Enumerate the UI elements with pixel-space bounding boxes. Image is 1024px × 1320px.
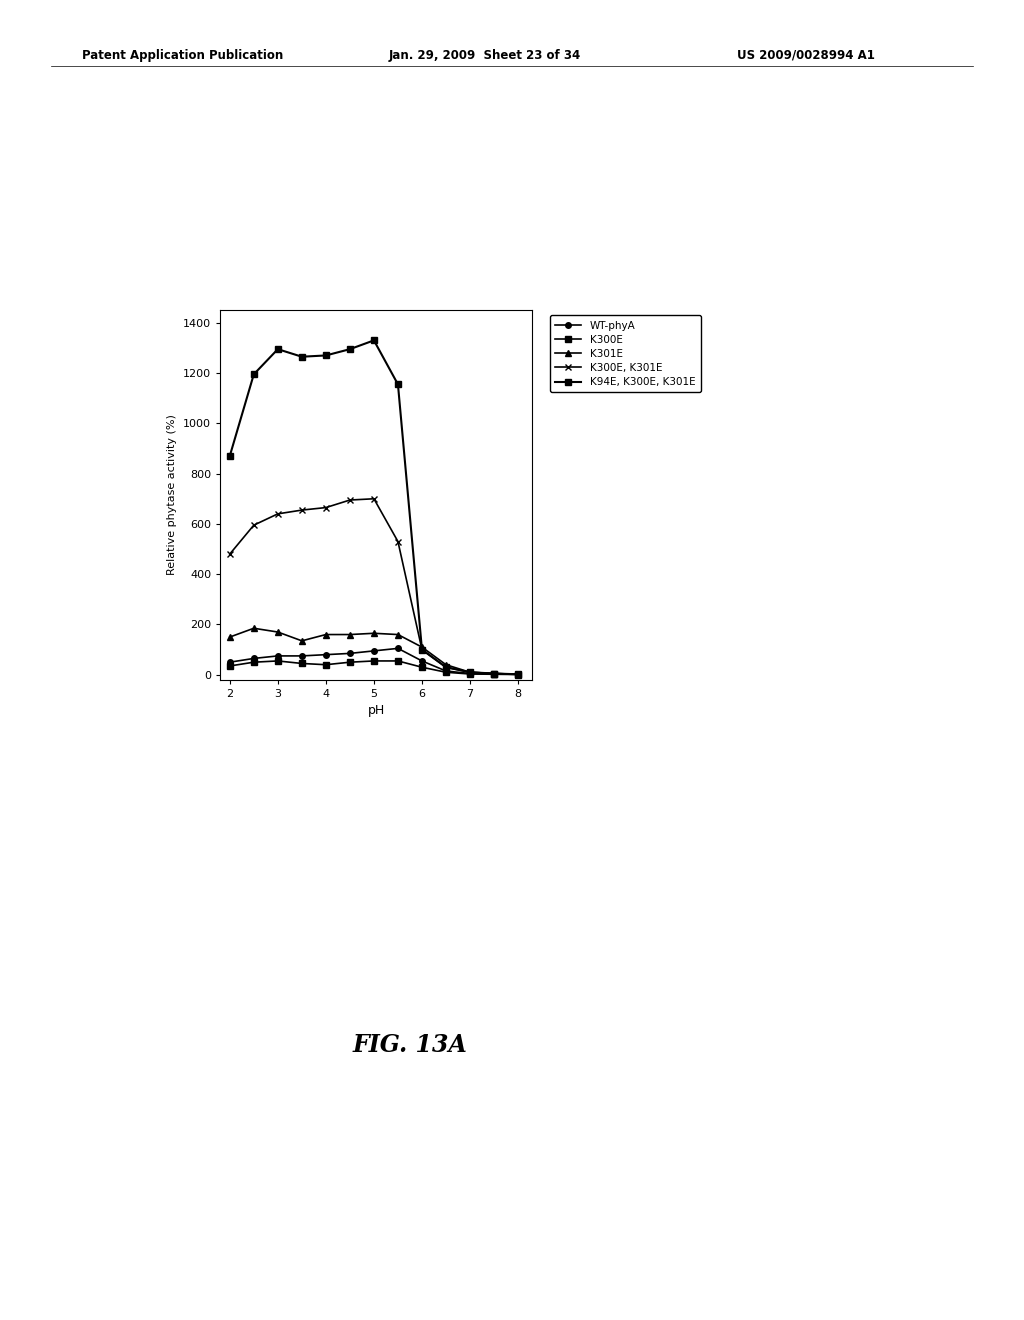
K301E	[344, 627, 356, 643]
K300E	[248, 655, 260, 671]
K300E	[296, 656, 308, 672]
K300E	[368, 653, 380, 669]
WT-phyA	[464, 665, 476, 681]
K300E	[344, 655, 356, 671]
K300E	[512, 667, 524, 682]
WT-phyA	[392, 640, 404, 656]
K300E, K301E	[319, 500, 332, 516]
K301E	[368, 626, 380, 642]
K300E	[440, 664, 453, 680]
Text: Patent Application Publication: Patent Application Publication	[82, 49, 284, 62]
Text: US 2009/0028994 A1: US 2009/0028994 A1	[737, 49, 876, 62]
WT-phyA	[368, 643, 380, 659]
K300E	[487, 667, 500, 682]
K300E, K301E	[487, 665, 500, 681]
K94E, K300E, K301E	[368, 333, 380, 348]
K94E, K300E, K301E	[416, 642, 428, 657]
K300E, K301E	[392, 533, 404, 549]
K301E	[464, 664, 476, 680]
K301E	[416, 639, 428, 655]
K301E	[296, 632, 308, 648]
Line: WT-phyA: WT-phyA	[227, 645, 521, 677]
K94E, K300E, K301E	[296, 348, 308, 364]
K300E, K301E	[296, 502, 308, 517]
K94E, K300E, K301E	[271, 342, 284, 358]
K94E, K300E, K301E	[440, 659, 453, 675]
WT-phyA	[223, 655, 236, 671]
Text: Jan. 29, 2009  Sheet 23 of 34: Jan. 29, 2009 Sheet 23 of 34	[389, 49, 582, 62]
K301E	[440, 657, 453, 673]
X-axis label: pH: pH	[368, 705, 385, 717]
Line: K300E, K301E: K300E, K301E	[226, 495, 521, 677]
K94E, K300E, K301E	[319, 347, 332, 363]
WT-phyA	[296, 648, 308, 664]
Line: K300E: K300E	[227, 659, 521, 677]
K94E, K300E, K301E	[392, 376, 404, 392]
Y-axis label: Relative phytase activity (%): Relative phytase activity (%)	[168, 414, 177, 576]
K300E, K301E	[271, 506, 284, 521]
K300E, K301E	[416, 642, 428, 657]
WT-phyA	[512, 667, 524, 682]
K300E, K301E	[368, 491, 380, 507]
WT-phyA	[271, 648, 284, 664]
K300E, K301E	[464, 664, 476, 680]
K301E	[248, 620, 260, 636]
K300E, K301E	[223, 546, 236, 562]
Line: K301E: K301E	[227, 626, 521, 677]
WT-phyA	[416, 653, 428, 669]
K300E, K301E	[440, 659, 453, 675]
K300E, K301E	[344, 492, 356, 508]
WT-phyA	[440, 663, 453, 678]
WT-phyA	[319, 647, 332, 663]
K94E, K300E, K301E	[223, 447, 236, 463]
K94E, K300E, K301E	[512, 667, 524, 682]
K301E	[319, 627, 332, 643]
K300E	[464, 667, 476, 682]
K300E	[223, 659, 236, 675]
K94E, K300E, K301E	[344, 342, 356, 358]
K301E	[487, 665, 500, 681]
K300E	[271, 653, 284, 669]
Text: FIG. 13A: FIG. 13A	[352, 1034, 467, 1057]
K94E, K300E, K301E	[248, 367, 260, 383]
K300E, K301E	[512, 667, 524, 682]
WT-phyA	[487, 667, 500, 682]
WT-phyA	[344, 645, 356, 661]
K301E	[512, 667, 524, 682]
K94E, K300E, K301E	[464, 664, 476, 680]
K301E	[392, 627, 404, 643]
K94E, K300E, K301E	[487, 665, 500, 681]
Line: K94E, K300E, K301E: K94E, K300E, K301E	[226, 337, 521, 677]
Legend: WT-phyA, K300E, K301E, K300E, K301E, K94E, K300E, K301E: WT-phyA, K300E, K301E, K300E, K301E, K94…	[550, 315, 700, 392]
K300E	[416, 659, 428, 675]
WT-phyA	[248, 651, 260, 667]
K301E	[271, 624, 284, 640]
K300E	[319, 657, 332, 673]
K300E, K301E	[248, 517, 260, 533]
K301E	[223, 630, 236, 645]
K300E	[392, 653, 404, 669]
